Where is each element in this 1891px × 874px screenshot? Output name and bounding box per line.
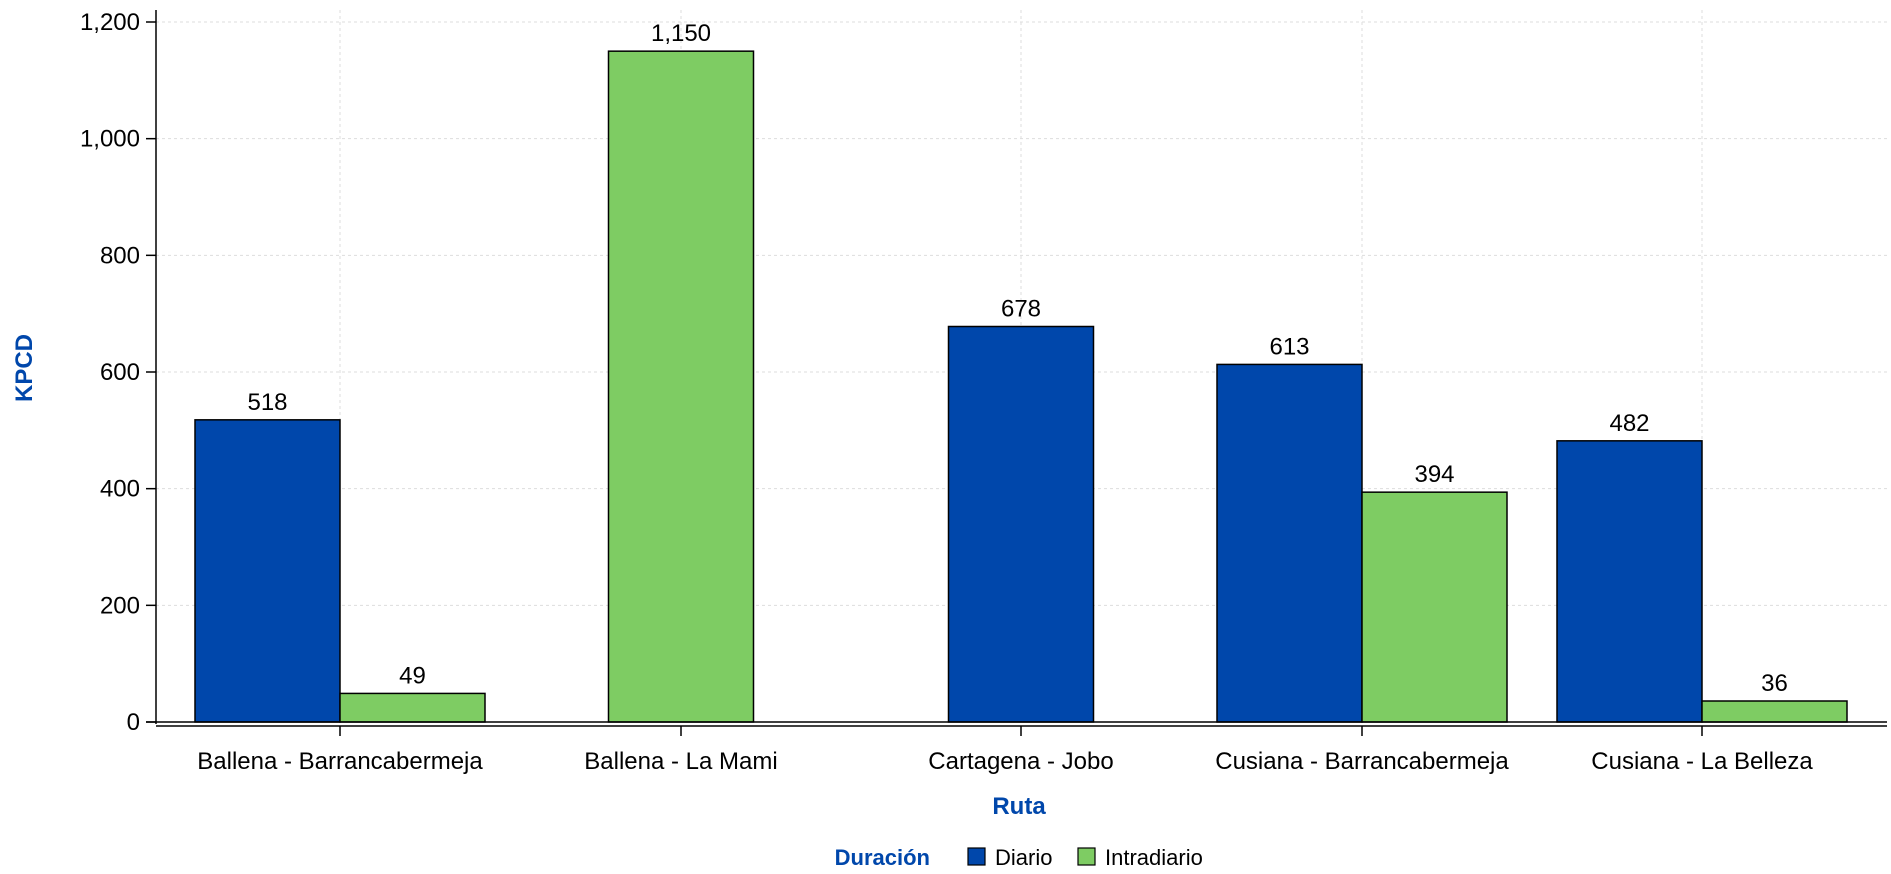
bar-layer bbox=[194, 50, 1848, 723]
bar-diario-2 bbox=[947, 325, 1095, 723]
y-tick-label-4: 800 bbox=[100, 242, 140, 269]
y-tick-label-2: 400 bbox=[100, 476, 140, 503]
x-category-label-2: Cartagena - Jobo bbox=[928, 748, 1113, 775]
data-label-diario-2: 678 bbox=[1001, 296, 1041, 323]
y-tick-label-5: 1,000 bbox=[80, 126, 140, 153]
data-label-intradiario-4: 36 bbox=[1761, 670, 1788, 697]
legend-title: Duración bbox=[835, 845, 930, 869]
label-layer: 518 678 613 482 49 1,150 394 36 0 200 400 600 800 1,0… bbox=[80, 9, 1813, 775]
x-category-label-4: Cusiana - La Belleza bbox=[1591, 748, 1813, 775]
y-tick-label-1: 200 bbox=[100, 592, 140, 619]
y-tick-label-3: 600 bbox=[100, 359, 140, 386]
y-tick-label-6: 1,200 bbox=[80, 9, 140, 36]
axis-layer bbox=[146, 10, 1887, 736]
bar-diario-4 bbox=[1556, 440, 1703, 723]
x-category-label-3: Cusiana - Barrancabermeja bbox=[1215, 748, 1509, 775]
data-label-diario-4: 482 bbox=[1609, 410, 1649, 437]
data-label-intradiario-0: 49 bbox=[399, 662, 426, 689]
bar-intradiario-4 bbox=[1701, 700, 1848, 723]
data-label-diario-3: 613 bbox=[1269, 333, 1309, 360]
bar-intradiario-3 bbox=[1361, 491, 1508, 723]
y-tick-label-0: 0 bbox=[127, 709, 140, 736]
x-category-label-0: Ballena - Barrancabermeja bbox=[197, 748, 483, 775]
legend-label-diario: Diario bbox=[995, 845, 1052, 869]
bar-diario-0 bbox=[194, 419, 341, 723]
legend-label-intradiario: Intradiario bbox=[1105, 845, 1203, 869]
bar-intradiario-1 bbox=[607, 50, 755, 723]
x-axis-title: Ruta bbox=[992, 793, 1046, 820]
legend-swatch-intradiario bbox=[1077, 847, 1096, 866]
legend-swatch-diario bbox=[967, 847, 986, 866]
data-label-intradiario-3: 394 bbox=[1414, 461, 1454, 488]
y-axis-title: KPCD bbox=[11, 334, 38, 402]
data-label-intradiario-1: 1,150 bbox=[651, 20, 711, 47]
legend: Duración Diario Intradiario bbox=[835, 845, 1203, 870]
bar-intradiario-0 bbox=[339, 692, 486, 723]
bar-diario-3 bbox=[1216, 363, 1363, 723]
x-category-label-1: Ballena - La Mami bbox=[584, 748, 777, 775]
data-label-diario-0: 518 bbox=[247, 389, 287, 416]
